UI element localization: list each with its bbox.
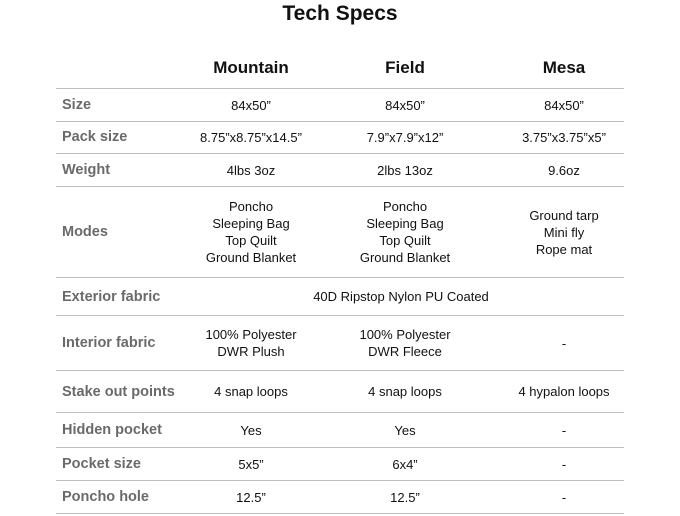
cell-field: 84x50”	[325, 89, 485, 121]
cell-line: 12.5”	[236, 489, 266, 505]
row-label: Stake out points	[62, 383, 175, 400]
cell-field: 4 snap loops	[325, 371, 485, 412]
cell-mesa: -	[484, 316, 644, 370]
cell-field: 2lbs 13oz	[325, 154, 485, 186]
column-header-mountain: Mountain	[213, 58, 289, 77]
spanning-cell: 40D Ripstop Nylon PU Coated	[313, 289, 489, 304]
cell-line: -	[561, 422, 567, 438]
cell-field: Poncho Sleeping Bag Top Quilt Ground Blanke…	[325, 187, 485, 277]
cell-mountain: 4 snap loops	[171, 371, 331, 412]
cell-line: 3.75”x3.75”x5”	[522, 129, 606, 145]
cell-mesa: -	[484, 481, 644, 513]
cell-line: DWR Fleece	[368, 344, 442, 359]
cell-line: -	[561, 456, 567, 472]
cell-line: 9.6oz	[548, 162, 580, 178]
row-label: Exterior fabric	[62, 288, 161, 305]
cell-mountain: 8.75”x8.75”x14.5”	[171, 121, 331, 153]
cell-line: Sleeping Bag	[212, 216, 290, 231]
table-row: Weight 4lbs 3oz 2lbs 13oz 9.6oz	[56, 154, 624, 187]
cell-line: 12.5”	[390, 489, 420, 505]
cell-line: 4 snap loops	[214, 384, 288, 399]
cell-field: 12.5”	[325, 481, 485, 513]
cell-mountain: Poncho Sleeping Bag Top Quilt Ground Blanke…	[171, 187, 331, 277]
table-row: Modes Poncho Sleeping Bag Top Quilt Ground B…	[56, 187, 624, 278]
table-row: Stake out points 4 snap loops 4 snap loops…	[56, 371, 624, 413]
column-header-field: Field	[385, 58, 425, 77]
cell-line: Top Quilt	[379, 233, 431, 248]
cell-mesa: 9.6oz	[484, 154, 644, 186]
cell-mountain: 100% Polyester DWR Plush	[171, 316, 331, 370]
cell-line: Yes	[394, 422, 416, 438]
cell-field: 100% Polyester DWR Fleece	[325, 316, 485, 370]
cell-line: 84x50”	[231, 97, 271, 113]
cell-mountain: 5x5”	[171, 448, 331, 480]
cell-line: Poncho	[228, 199, 274, 214]
cell-line: Ground tarp	[529, 207, 599, 223]
row-label: Weight	[62, 162, 111, 178]
cell-mountain: 4lbs 3oz	[171, 154, 331, 186]
cell-line: 2lbs 13oz	[377, 162, 433, 178]
table-row: Hidden pocket Yes Yes -	[56, 413, 624, 448]
cell-line: 4 snap loops	[368, 384, 442, 399]
cell-line: 5x5”	[238, 456, 264, 472]
row-label: Pack size	[62, 129, 128, 145]
cell-mesa: -	[484, 448, 644, 480]
table-row: Exterior fabric 40D Ripstop Nylon PU Coat…	[56, 278, 624, 316]
table-row: Pocket size 5x5” 6x4” -	[56, 448, 624, 481]
cell-mesa: -	[484, 413, 644, 447]
cell-field: 6x4”	[325, 448, 485, 480]
cell-mesa: 4 hypalon loops	[484, 371, 644, 412]
cell-line: 100% Polyester	[359, 327, 451, 342]
cell-line: 4 hypalon loops	[518, 384, 610, 399]
cell-mountain: Yes	[171, 413, 331, 447]
table-row: Poncho hole 12.5” 12.5” -	[56, 481, 624, 514]
table-row: Pack size 8.75”x8.75”x14.5” 7.9”x7.9”x12” 3…	[56, 121, 624, 154]
cell-line: Ground Blanket	[205, 250, 297, 265]
row-label: Size	[62, 97, 92, 113]
cell-line: 4lbs 3oz	[226, 162, 276, 178]
cell-line: Ground Blanket	[359, 250, 451, 265]
cell-line: 100% Polyester	[205, 327, 297, 342]
row-label: Poncho hole	[62, 489, 149, 505]
cell-line: 8.75”x8.75”x14.5”	[200, 129, 302, 145]
cell-line: Top Quilt	[225, 233, 277, 248]
cell-field: 7.9”x7.9”x12”	[325, 121, 485, 153]
table-row: Interior fabric 100% Polyester DWR Plush 10…	[56, 316, 624, 371]
cell-line: Mini fly	[543, 224, 585, 240]
cell-line: 84x50”	[385, 97, 425, 113]
column-header-mesa: Mesa	[542, 58, 586, 77]
cell-mesa: 3.75”x3.75”x5”	[484, 121, 644, 153]
cell-line: 7.9”x7.9”x12”	[366, 129, 444, 145]
cell-line: 84x50”	[544, 97, 584, 113]
row-label: Modes	[62, 224, 108, 240]
cell-mesa: 84x50”	[484, 89, 644, 121]
cell-line: Sleeping Bag	[366, 216, 444, 231]
row-label: Hidden pocket	[62, 422, 162, 438]
cell-line: DWR Plush	[217, 344, 285, 359]
cell-mesa: Ground tarp Mini fly Rope mat	[484, 187, 644, 277]
cell-line: -	[561, 335, 567, 351]
table-row: Size 84x50” 84x50” 84x50”	[56, 88, 624, 122]
page-title: Tech Specs	[282, 2, 398, 25]
cell-mountain: 12.5”	[171, 481, 331, 513]
cell-line: Poncho	[382, 199, 428, 214]
cell-mountain: 84x50”	[171, 89, 331, 121]
cell-line: 6x4”	[392, 456, 418, 472]
cell-line: Yes	[240, 422, 262, 438]
row-label: Interior fabric	[62, 335, 156, 351]
row-label: Pocket size	[62, 456, 141, 472]
cell-line: Rope mat	[535, 241, 593, 257]
cell-line: -	[561, 489, 567, 505]
cell-field: Yes	[325, 413, 485, 447]
